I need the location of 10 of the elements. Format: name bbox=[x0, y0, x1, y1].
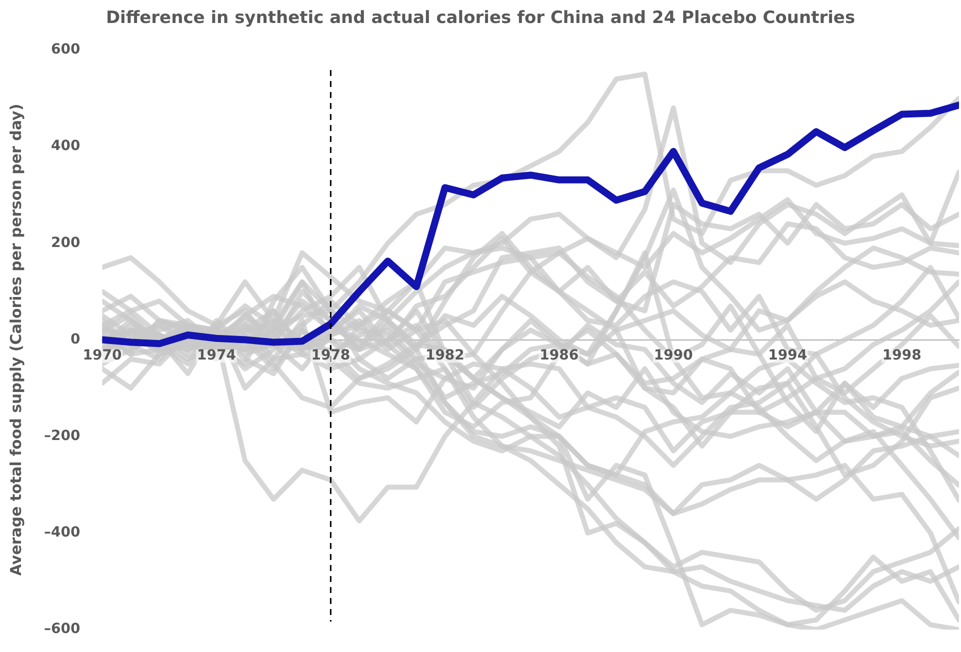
y-tick-label: 400 bbox=[50, 138, 80, 154]
y-tick-label: –600 bbox=[44, 621, 80, 638]
y-tick-label: 600 bbox=[50, 42, 80, 58]
chart-title: Difference in synthetic and actual calories for China and 24 Placebo Countries bbox=[104, 8, 856, 28]
y-tick-label: 200 bbox=[50, 234, 80, 251]
y-axis-title: Average total food supply (Calories per person per day) bbox=[6, 104, 25, 576]
x-tick-label: 1998 bbox=[882, 347, 922, 364]
y-tick-label: –400 bbox=[44, 524, 80, 541]
y-tick-label: –200 bbox=[44, 428, 80, 444]
y-tick-label: 0 bbox=[70, 331, 80, 348]
